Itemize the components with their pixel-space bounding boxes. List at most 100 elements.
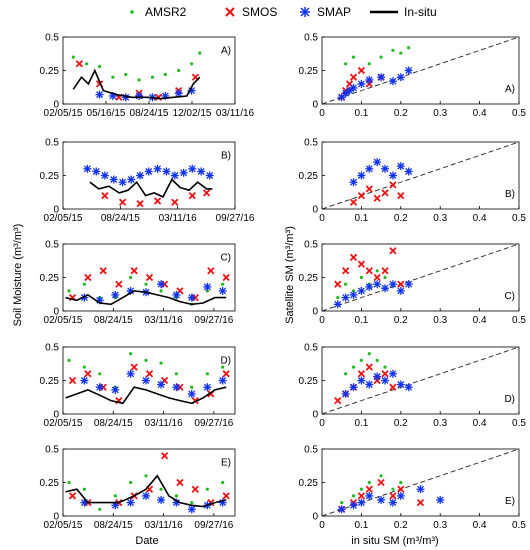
panel-scatter-d: 0 0.25 0.5 0 0.1 0.2 0.3 0.4 0.5 D): [299, 343, 527, 430]
x-tick-label: 0.5: [512, 315, 526, 326]
smap-point: [373, 280, 382, 289]
x-tick-label: 03/11/16: [144, 418, 183, 429]
smap-point: [172, 383, 181, 392]
smap-point: [357, 286, 366, 295]
x-tick-label: 08/24/15: [94, 315, 133, 326]
smos-point-stroke: [397, 191, 405, 200]
amsr2-point: [163, 72, 167, 77]
smos-point: [377, 478, 385, 487]
amsr2-point: [98, 372, 102, 376]
smos-point-stroke: [389, 492, 397, 500]
smap-point: [396, 491, 405, 500]
x-tick-label: 0.3: [433, 520, 447, 531]
smap-point: [92, 167, 101, 176]
amsr2-point: [205, 487, 209, 491]
y-tick-label: 0: [312, 100, 318, 111]
series-smos: [349, 181, 405, 206]
smos-point-stroke: [373, 273, 381, 282]
x-tick-label: 0.2: [394, 315, 408, 326]
smap-point: [80, 376, 89, 385]
y-tick-label: 0.25: [299, 376, 319, 387]
smap-point: [341, 389, 350, 398]
smos-point: [389, 181, 397, 189]
x-tick-label: 0.5: [512, 418, 526, 429]
amsr2-point: [159, 361, 163, 365]
smos-point-stroke: [416, 498, 425, 507]
smap-point: [365, 380, 374, 389]
series-smap: [341, 369, 413, 398]
amsr2-point: [71, 55, 75, 59]
smos-point: [334, 280, 342, 288]
smos-point-stroke: [145, 485, 154, 493]
smos-point: [381, 189, 389, 197]
legend-marker-smap: [300, 7, 310, 17]
legend-label-amsr2: AMSR2: [145, 5, 187, 19]
smap-point: [172, 290, 181, 299]
y-tick-label: 0: [312, 410, 318, 421]
smos-point: [68, 376, 77, 385]
smap-point: [218, 376, 227, 385]
smap-point: [396, 162, 405, 171]
smap-point: [187, 293, 196, 302]
smos-point-stroke: [222, 370, 230, 378]
smos-point: [397, 485, 405, 493]
one-to-one-line: [321, 141, 520, 210]
smos-point-stroke: [188, 191, 196, 200]
smos-point: [99, 267, 107, 275]
smap-point: [126, 369, 135, 378]
smap-point: [118, 178, 127, 187]
smos-point: [191, 485, 199, 493]
smos-point-stroke: [365, 363, 373, 371]
amsr2-point: [159, 487, 163, 491]
smos-point: [416, 498, 425, 507]
smap-point: [404, 167, 413, 176]
one-to-one-line: [321, 243, 520, 312]
panel-scatter-a: 0 0.25 0.5 0 0.1 0.2 0.3 0.4 0.5 A): [299, 33, 527, 120]
smos-point-stroke: [334, 396, 342, 405]
amsr2-point: [375, 358, 379, 362]
panel-scatter-b: 0 0.25 0.5 0 0.1 0.2 0.3 0.4 0.5 B): [299, 138, 527, 225]
smap-point: [187, 389, 196, 398]
x-tick-label: 0.1: [354, 315, 368, 326]
y-tick-label: 0.5: [45, 343, 59, 354]
smos-point-stroke: [118, 198, 127, 206]
smos-point: [176, 478, 184, 487]
smap-point: [365, 164, 374, 173]
smos-point: [145, 273, 154, 282]
smos-point-stroke: [145, 273, 154, 282]
plot-frame: [62, 448, 236, 517]
left-y-axis-label: Soil Moisture (m³/m³): [12, 224, 24, 327]
panel-timeseries-b: 0 0.25 0.5 02/05/15 08/24/15 03/11/16 09/27/16…: [40, 138, 255, 225]
smap-point: [337, 505, 346, 514]
smap-point: [349, 290, 358, 299]
amsr2-point: [129, 275, 133, 280]
y-tick-label: 0: [53, 410, 59, 421]
smos-point: [365, 267, 373, 275]
panel-timeseries-c: 0 0.25 0.5 02/05/15 08/24/15 03/11/16 09/27/16…: [40, 240, 236, 326]
y-tick-label: 0.5: [45, 33, 59, 44]
smos-point: [373, 194, 381, 202]
smap-point: [373, 372, 382, 381]
legend: AMSR2 SMOS SMAP In-situ: [130, 5, 437, 19]
series-in-situ-line: [65, 474, 227, 508]
amsr2-point: [379, 474, 383, 478]
smos-point-stroke: [365, 485, 373, 493]
amsr2-point: [383, 275, 387, 280]
smos-point-stroke: [75, 60, 83, 68]
amsr2-point: [375, 269, 379, 273]
smos-point-stroke: [357, 492, 366, 500]
smap-point: [157, 280, 166, 289]
x-tick-label: 09/27/16: [194, 418, 233, 429]
smos-point-stroke: [176, 478, 184, 487]
series-smap: [337, 485, 445, 514]
amsr2-point: [98, 507, 102, 511]
amsr2-point: [124, 72, 128, 77]
smap-point: [381, 284, 390, 293]
smos-point: [188, 191, 196, 200]
smos-point: [222, 492, 230, 500]
smap-point: [357, 498, 366, 507]
x-tick-label: 0.5: [512, 108, 526, 119]
amsr2-point: [190, 385, 194, 389]
smap-point: [396, 286, 405, 295]
smos-point: [389, 383, 397, 391]
